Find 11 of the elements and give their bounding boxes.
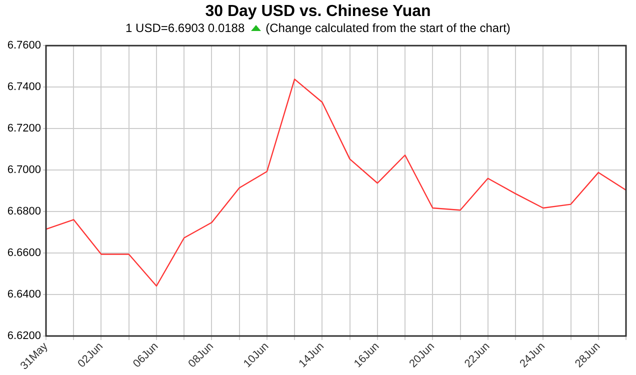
y-tick-label: 6.6800	[7, 206, 41, 218]
y-tick-label: 6.7600	[7, 40, 41, 52]
y-tick-label: 6.6600	[7, 247, 41, 260]
chart-subtitle: 1 USD=6.6903 0.0188	[126, 21, 245, 35]
y-tick-label: 6.7200	[7, 122, 41, 135]
text: (Change calculated from the start of the chart)	[266, 21, 510, 35]
y-tick-label: 6.7000	[7, 164, 41, 176]
y-tick-label: 6.6200	[7, 330, 41, 342]
y-tick-label: 6.7400	[7, 81, 41, 94]
chart-title: 30 Day USD vs. Chinese Yuan	[204, 2, 432, 21]
y-tick-label: 6.6400	[7, 288, 41, 301]
